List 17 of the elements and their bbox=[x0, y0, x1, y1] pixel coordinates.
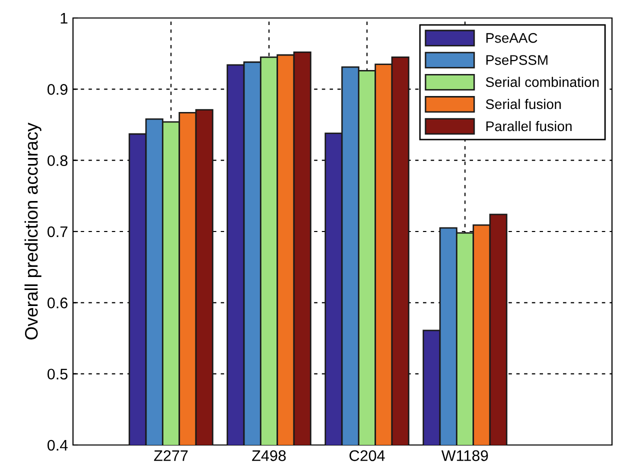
y-tick-label: 0.6 bbox=[48, 298, 68, 308]
y-tick-label: 0.8 bbox=[48, 155, 68, 166]
y-tick-label: 0.9 bbox=[48, 84, 68, 95]
x-tick-label: W1189 bbox=[441, 450, 488, 462]
x-tick-label: Z498 bbox=[252, 450, 286, 462]
legend-label: Parallel fusion bbox=[486, 120, 572, 132]
legend-label: Serial combination bbox=[486, 76, 599, 88]
x-tick-label: Z277 bbox=[154, 450, 188, 461]
legend-label: PseAAC bbox=[486, 33, 538, 43]
y-tick-label: 0.7 bbox=[48, 226, 68, 238]
legend-label: Serial fusion bbox=[486, 98, 561, 110]
y-axis-title: Overall prediction accuracy bbox=[24, 122, 42, 340]
y-tick-label: 0.5 bbox=[48, 368, 68, 380]
y-tick-label: 1 bbox=[60, 13, 68, 24]
legend-label: PsePSSM bbox=[486, 55, 548, 65]
y-tick-label: 0.4 bbox=[48, 440, 68, 451]
x-tick-label: C204 bbox=[350, 450, 385, 462]
